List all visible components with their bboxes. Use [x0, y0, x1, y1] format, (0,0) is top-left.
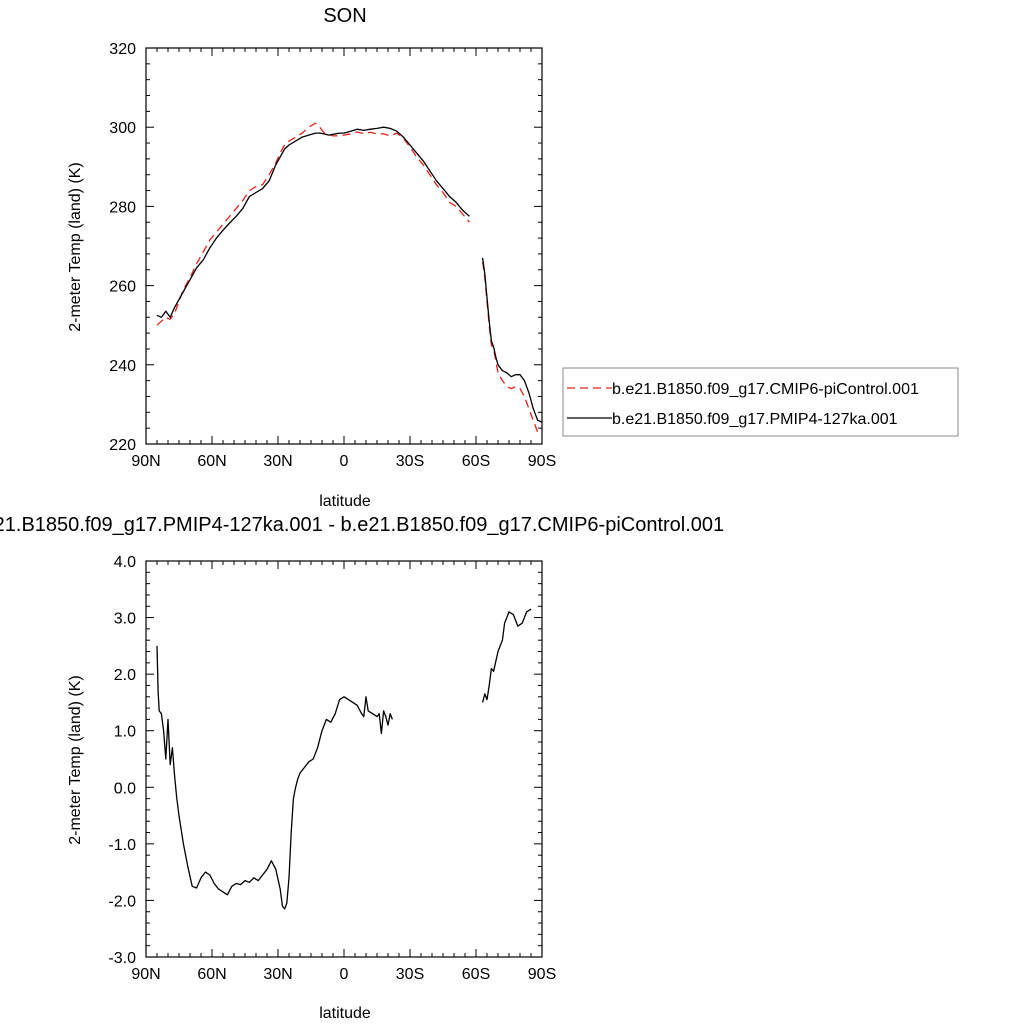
x-tick-label: 60S	[462, 966, 490, 983]
y-tick-label: -2.0	[108, 893, 136, 910]
x-axis-label: latitude	[319, 1005, 371, 1022]
series-1-line-segment-1	[156, 122, 470, 326]
x-tick-label: 0	[340, 966, 349, 983]
tick-group: 90N 60N 30N 0 30S 60S 90S 220 240 260 280 300 320	[109, 41, 556, 470]
temperature-chart: SON 2-meter Temp (land) (K) latitude 90N…	[67, 5, 959, 510]
difference-chart: b.e21.B1850.f09_g17.PMIP4-127ka.001 - b.…	[0, 514, 724, 1022]
y-tick-label: -3.0	[108, 950, 136, 967]
y-tick-label: 240	[109, 358, 136, 375]
series-group	[156, 608, 532, 910]
tick-group: 90N 60N 30N 0 30S 60S 90S -3.0 -2.0 -1.0 0.0 1.0 2.0…	[108, 554, 556, 983]
y-tick-label: -1.0	[108, 837, 136, 854]
y-axis-label: 2-meter Temp (land) (K)	[67, 675, 84, 845]
y-tick-label: 3.0	[114, 611, 136, 628]
y-tick-label: 0.0	[114, 780, 136, 797]
legend: b.e21.B1850.f09_g17.CMIP6-piControl.001 …	[562, 367, 959, 437]
series-1-line-segment-2	[481, 608, 532, 703]
y-tick-label: 1.0	[114, 724, 136, 741]
legend-label-series-2: b.e21.B1850.f09_g17.PMIP4-127ka.001	[612, 411, 898, 428]
x-tick-label: 60N	[197, 453, 226, 470]
y-axis-label: 2-meter Temp (land) (K)	[67, 162, 84, 332]
y-tick-label: 260	[109, 279, 136, 296]
x-tick-label: 30N	[263, 453, 292, 470]
y-tick-label: 220	[109, 437, 136, 454]
y-tick-label: 2.0	[114, 667, 136, 684]
y-tick-label: 4.0	[114, 554, 136, 571]
x-tick-label: 90N	[131, 966, 160, 983]
plot-frame	[145, 560, 543, 958]
plot-frame	[145, 47, 543, 445]
x-tick-label: 30N	[263, 966, 292, 983]
x-tick-label: 60S	[462, 453, 490, 470]
x-tick-label: 90S	[528, 453, 556, 470]
legend-box	[562, 367, 959, 437]
x-axis-label: latitude	[319, 493, 371, 510]
legend-label-series-1: b.e21.B1850.f09_g17.CMIP6-piControl.001	[612, 381, 919, 398]
series-group	[156, 122, 543, 435]
series-1-line-segment-1	[156, 645, 394, 910]
chart-title: SON	[323, 5, 366, 27]
y-tick-label: 300	[109, 120, 136, 137]
chart-title: b.e21.B1850.f09_g17.PMIP4-127ka.001 - b.…	[0, 514, 724, 536]
y-tick-label: 320	[109, 41, 136, 58]
x-tick-label: 30S	[396, 453, 424, 470]
series-2-line-segment-2	[481, 257, 543, 423]
x-tick-label: 90N	[131, 453, 160, 470]
series-2-line-segment-1	[156, 126, 470, 318]
x-tick-label: 0	[340, 453, 349, 470]
x-tick-label: 60N	[197, 966, 226, 983]
y-tick-label: 280	[109, 199, 136, 216]
x-tick-label: 30S	[396, 966, 424, 983]
x-tick-label: 90S	[528, 966, 556, 983]
